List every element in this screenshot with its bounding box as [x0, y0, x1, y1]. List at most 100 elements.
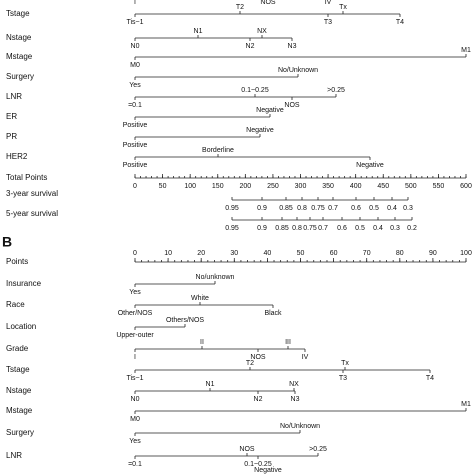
tick-label: 90 — [429, 250, 437, 257]
row-label: LNR — [6, 92, 22, 101]
tick-label: 100 — [184, 183, 196, 190]
tick-label: No/Unknown — [280, 423, 320, 430]
tick-label: 100 — [460, 250, 472, 257]
tick-label: No/Unknown — [278, 67, 318, 74]
row-label: PR — [6, 132, 17, 141]
tick-label: 0.8 — [297, 205, 307, 212]
tick-label: 30 — [230, 250, 238, 257]
tick-label: NOS — [284, 102, 300, 109]
tick-label: II — [200, 339, 204, 346]
tick-label: III — [285, 339, 291, 346]
tick-label: 0.7 — [318, 225, 328, 232]
tick-label: Others/NOS — [166, 317, 204, 324]
tick-label: No/unknown — [196, 274, 235, 281]
tick-label: M1 — [461, 47, 471, 54]
tick-label: >0.25 — [309, 446, 327, 453]
tick-label: 600 — [460, 183, 472, 190]
tick-label: Negative — [246, 127, 274, 134]
tick-label: N3 — [291, 396, 300, 403]
tick-label: Positive — [123, 142, 148, 149]
row-label: 5-year survival — [6, 209, 58, 218]
tick-label: Tis~1 — [126, 375, 143, 382]
tick-label: 0.6 — [337, 225, 347, 232]
row-label: HER2 — [6, 152, 28, 161]
row-label: Nstage — [6, 33, 32, 42]
tick-label: 0 — [133, 250, 137, 257]
row-label: Total Points — [6, 173, 47, 182]
row-label: ER — [6, 112, 17, 121]
tick-label: N0 — [131, 396, 140, 403]
tick-label: =0.1 — [128, 461, 142, 468]
tick-label: NOS — [239, 446, 255, 453]
tick-label: Borderline — [202, 147, 234, 154]
tick-label: 10 — [164, 250, 172, 257]
tick-label: Yes — [129, 289, 141, 296]
tick-label: 0.5 — [369, 205, 379, 212]
tick-label: 500 — [405, 183, 417, 190]
tick-label: I — [134, 354, 136, 361]
tick-label: Yes — [129, 82, 141, 89]
tick-label: 80 — [396, 250, 404, 257]
tick-label: 0.3 — [403, 205, 413, 212]
row-label: Insurance — [6, 279, 42, 288]
row-label: LNR — [6, 451, 22, 460]
tick-label: Black — [264, 310, 282, 317]
tick-label: =0.1 — [128, 102, 142, 109]
tick-label: White — [191, 295, 209, 302]
tick-label: 0.75 — [311, 205, 325, 212]
tick-label: N2 — [246, 43, 255, 50]
tick-label: M0 — [130, 62, 140, 69]
row-label: Mstage — [6, 52, 33, 61]
tick-label: 0.3 — [390, 225, 400, 232]
tick-label: 0.4 — [387, 205, 397, 212]
tick-label: Tis~1 — [126, 19, 143, 26]
tick-label: T3 — [339, 375, 347, 382]
tick-label: 0.7 — [328, 205, 338, 212]
tick-label: 0.6 — [351, 205, 361, 212]
tick-label: Tx — [341, 360, 349, 367]
tick-label: Other/NOS — [118, 310, 153, 317]
row-label: Race — [6, 300, 25, 309]
tick-label: 0.5 — [355, 225, 365, 232]
row-label: Tstage — [6, 365, 30, 374]
row-label: Grade — [6, 344, 29, 353]
tick-label: 200 — [239, 183, 251, 190]
tick-label: 0.75 — [303, 225, 317, 232]
tick-label: 40 — [264, 250, 272, 257]
tick-label: NX — [289, 381, 299, 388]
tick-label: 0.1~0.25 — [244, 461, 272, 468]
row-label: 3-year survival — [6, 189, 58, 198]
tick-label: NX — [257, 28, 267, 35]
tick-label: >0.25 — [327, 87, 345, 94]
tick-label: N1 — [206, 381, 215, 388]
tick-label: 20 — [197, 250, 205, 257]
tick-label: 0.95 — [225, 225, 239, 232]
panel-label: B — [2, 234, 12, 250]
tick-label: 0.9 — [257, 225, 267, 232]
tick-label: 50 — [159, 183, 167, 190]
tick-label: NOS — [250, 354, 266, 361]
tick-label: 0.85 — [275, 225, 289, 232]
tick-label: N2 — [254, 396, 263, 403]
tick-label: 150 — [212, 183, 224, 190]
row-label: Points — [6, 257, 28, 266]
tick-label: 0.2 — [407, 225, 417, 232]
row-label: Tstage — [6, 9, 30, 18]
tick-label: Negative — [254, 467, 282, 474]
tick-label: 250 — [267, 183, 279, 190]
tick-label: Negative — [356, 162, 384, 169]
row-label: Surgery — [6, 428, 34, 437]
tick-label: 0.9 — [257, 205, 267, 212]
tick-label: 70 — [363, 250, 371, 257]
tick-label: NOS — [260, 0, 276, 6]
row-label: Surgery — [6, 72, 34, 81]
tick-label: 350 — [322, 183, 334, 190]
tick-label: 450 — [377, 183, 389, 190]
tick-label: 0.85 — [279, 205, 293, 212]
row-label: Mstage — [6, 406, 33, 415]
tick-label: N3 — [288, 43, 297, 50]
tick-label: Tx — [339, 4, 347, 11]
tick-label: 0.1~0.25 — [241, 87, 269, 94]
tick-label: N0 — [131, 43, 140, 50]
tick-label: Positive — [123, 162, 148, 169]
